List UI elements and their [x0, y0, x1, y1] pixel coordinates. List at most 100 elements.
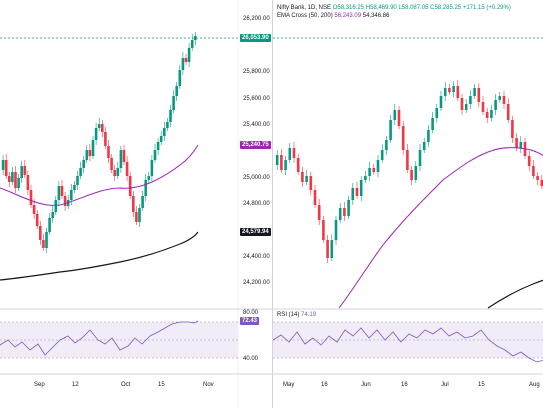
candle-body — [502, 96, 506, 104]
candle-body — [380, 150, 384, 160]
right-price-chart[interactable]: May 16 Jun 16 Jul 15 Aug — [273, 0, 543, 408]
candle-body — [194, 36, 197, 40]
candle-body — [275, 155, 279, 165]
candle-body — [125, 162, 129, 176]
candle-body — [1, 160, 5, 170]
candle-body — [364, 176, 367, 180]
candle-body — [88, 150, 92, 156]
candle-body — [322, 220, 325, 240]
candle-body — [427, 130, 430, 142]
candle-body — [138, 208, 141, 222]
candle-body — [351, 188, 355, 200]
candle-body — [35, 214, 39, 226]
candle-body — [515, 138, 518, 148]
left-price-axis: 26,200.00 25,800.00 25,600.00 25,400.00 … — [243, 16, 270, 362]
candle-body — [410, 170, 413, 180]
candle-body — [107, 146, 110, 158]
left-date-axis: Sep 12 Oct 15 Nov — [34, 382, 214, 388]
ema-cross-label: EMA Cross (50, 200) — [277, 13, 333, 19]
candle-body — [147, 176, 151, 180]
rsi-value-tag: 72.43 — [240, 317, 260, 325]
candle-body — [330, 240, 334, 258]
candle-body — [460, 98, 464, 110]
date-tick: Jun — [361, 382, 371, 388]
candle-body — [506, 104, 510, 120]
candle-body — [48, 218, 51, 232]
candle-body — [32, 205, 36, 214]
candle-body — [85, 150, 89, 160]
candle-body — [128, 176, 132, 196]
candle-body — [393, 110, 397, 120]
last-price-tag: 26,053.90 — [240, 34, 271, 42]
candle-body — [60, 186, 64, 196]
date-tick: Nov — [203, 382, 214, 388]
candle-body — [17, 178, 20, 188]
price-tick: 25,600.00 — [243, 96, 270, 102]
candle-body — [343, 208, 346, 216]
price-tick: 26,200.00 — [243, 16, 270, 22]
candle-body — [376, 160, 380, 172]
candle-body — [166, 122, 169, 128]
rsi-name: RSI (14) — [277, 312, 300, 318]
candle-body — [280, 155, 283, 170]
candle-body — [82, 160, 85, 168]
candle-body — [169, 110, 172, 122]
candle-body — [79, 168, 82, 176]
candle-body — [511, 120, 514, 138]
left-price-chart[interactable]: 26,200.00 25,800.00 25,600.00 25,400.00 … — [0, 0, 272, 408]
price-tick: 25,400.00 — [243, 122, 270, 128]
candle-body — [94, 128, 98, 140]
candle-body — [464, 104, 468, 110]
candle-body — [14, 172, 17, 188]
candle-body — [401, 126, 405, 150]
candle-body — [51, 212, 54, 218]
candle-body — [153, 150, 157, 160]
candle-body — [481, 102, 485, 112]
date-tick: May — [283, 382, 294, 388]
candle-body — [45, 232, 48, 248]
candle-body — [70, 190, 73, 200]
candle-body — [54, 200, 58, 212]
candle-body — [172, 96, 175, 110]
candle-body — [406, 150, 409, 170]
candle-body — [76, 176, 79, 185]
candle-body — [91, 140, 95, 156]
ohlc-values: O58,316.25 H58,469.90 L58,087.05 C58,285… — [332, 5, 511, 11]
date-tick: 15 — [158, 382, 165, 388]
ema50-value: 56,243.09 — [334, 13, 362, 19]
candle-body — [288, 148, 292, 160]
candle-body — [301, 172, 304, 182]
candle-body — [181, 58, 185, 70]
candle-body — [57, 186, 61, 200]
candle-body — [347, 200, 350, 216]
candle-body — [477, 88, 481, 102]
candle-body — [359, 180, 363, 196]
candle-body — [122, 150, 126, 162]
candle-body — [305, 176, 308, 182]
candle-body — [334, 220, 338, 240]
candle-body — [498, 96, 502, 100]
candle-body — [494, 100, 497, 110]
candle-body — [144, 180, 147, 196]
candle-body — [540, 180, 543, 186]
candle-body — [439, 96, 443, 108]
candle-body — [187, 48, 191, 62]
candle-body — [431, 118, 434, 130]
candle-body — [119, 150, 123, 168]
chart-header: Nifty Bank, 1D, NSE O58,316.25 H58,469.9… — [277, 4, 511, 20]
date-tick: Aug — [529, 382, 540, 388]
candle-body — [435, 108, 439, 118]
candle-body — [8, 176, 11, 182]
candle-body — [190, 40, 194, 48]
candle-body — [309, 176, 313, 190]
candle-body — [532, 166, 535, 176]
right-chart-pane[interactable]: May 16 Jun 16 Jul 15 Aug Nifty Bank, 1D,… — [272, 0, 543, 408]
candle-body — [163, 128, 166, 136]
candle-body — [485, 112, 489, 118]
candle-body — [338, 208, 342, 220]
candle-body — [23, 166, 27, 175]
symbol-label: Nifty Bank, 1D, NSE — [277, 5, 332, 11]
left-chart-pane[interactable]: 26,200.00 25,800.00 25,600.00 25,400.00 … — [0, 0, 272, 408]
candle-body — [110, 158, 113, 170]
candle-body — [20, 166, 23, 178]
